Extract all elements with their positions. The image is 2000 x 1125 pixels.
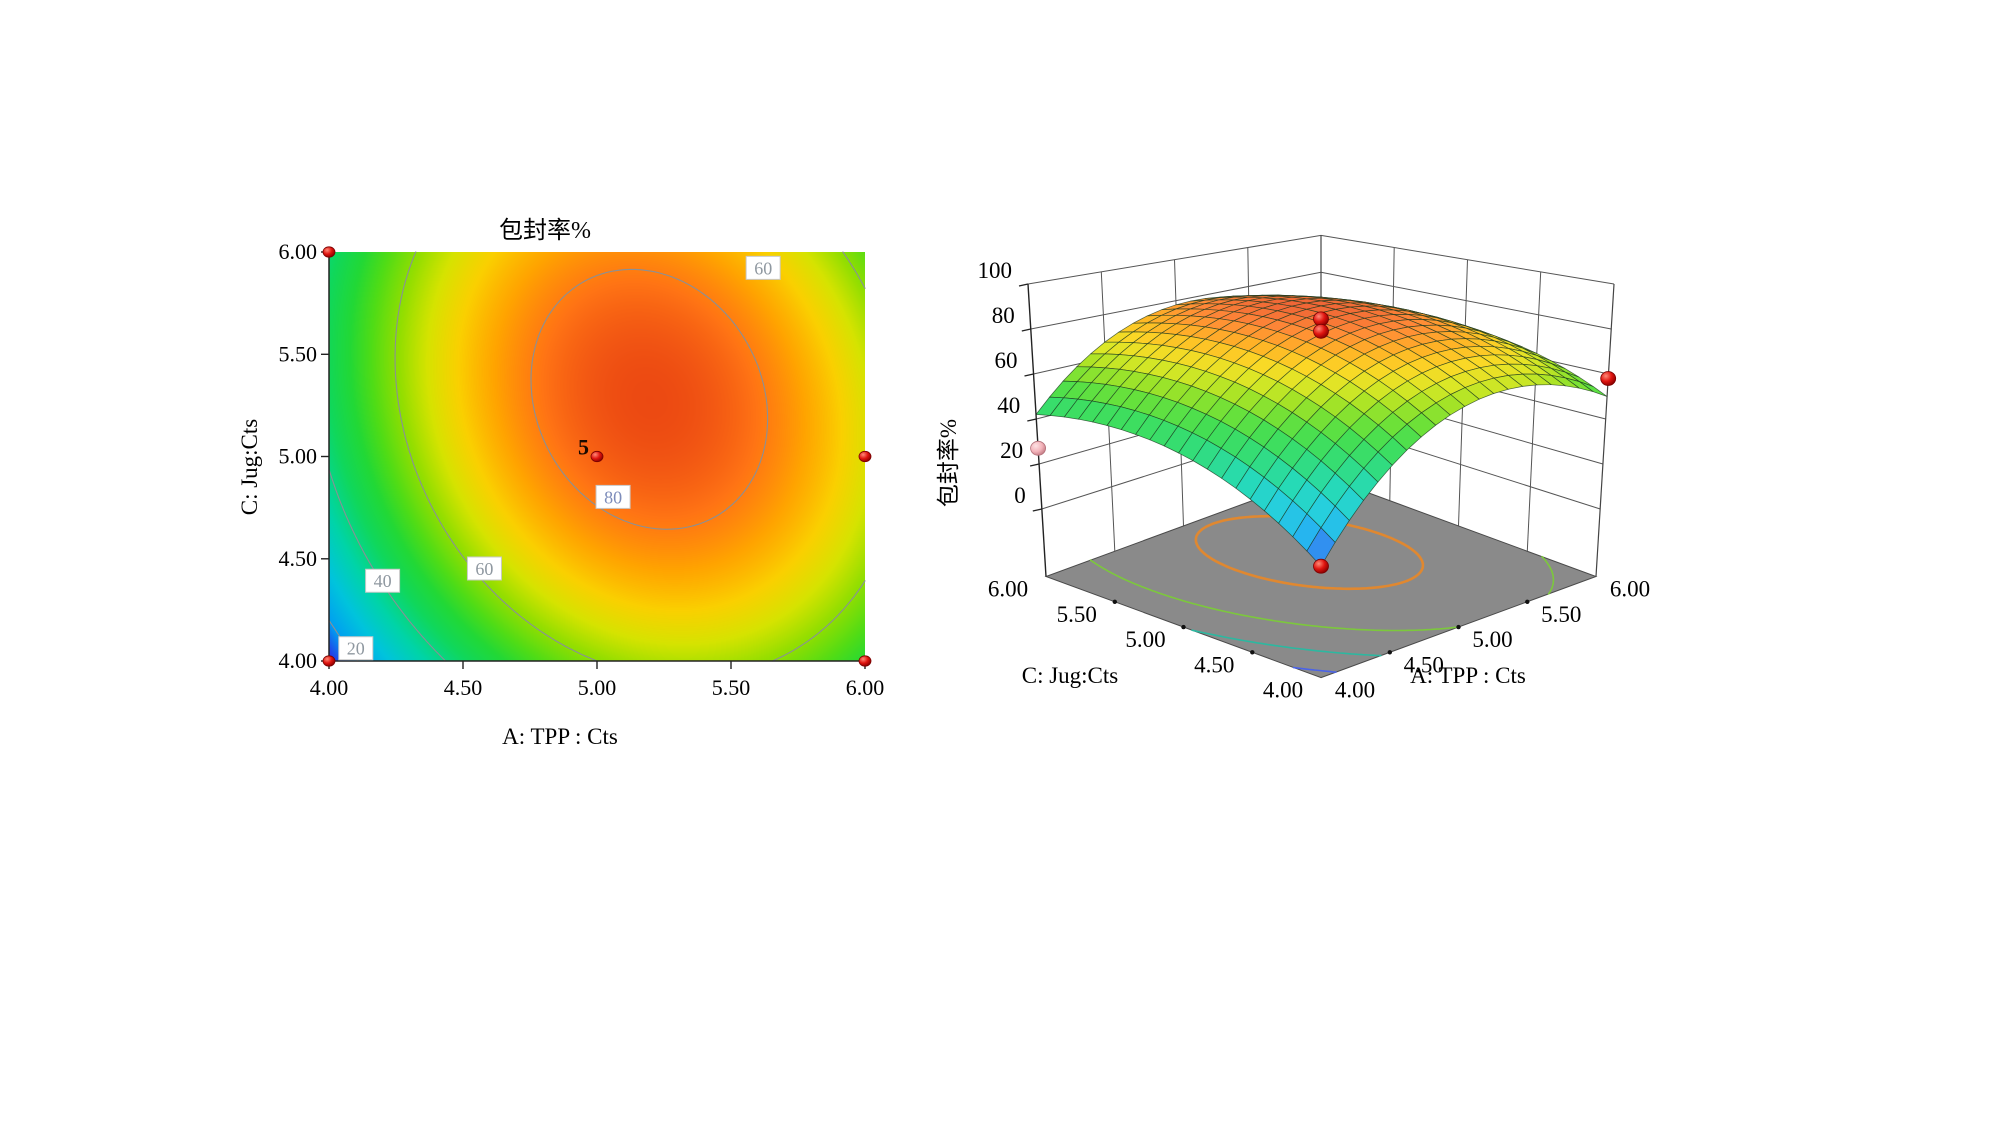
- svg-text:60: 60: [754, 258, 772, 278]
- design-point-2d: [858, 450, 872, 463]
- surface-z-axis-title: 包封率%: [936, 418, 961, 508]
- svg-text:20: 20: [347, 639, 365, 659]
- contour-level-labels: 20 40 60 80 60: [338, 255, 781, 661]
- svg-text:4.50: 4.50: [1194, 652, 1234, 677]
- contour-axes: 4.00 4.50 5.00 5.50 6.00 6.00 5.50 5.00 4.50 4.00: [279, 239, 885, 700]
- svg-text:4.50: 4.50: [279, 546, 318, 571]
- svg-text:60: 60: [995, 348, 1018, 373]
- design-point-3d: [1313, 311, 1329, 327]
- svg-text:6.00: 6.00: [279, 239, 318, 264]
- svg-text:4.00: 4.00: [279, 648, 318, 673]
- svg-text:4.00: 4.00: [1335, 678, 1375, 703]
- svg-text:40: 40: [374, 571, 392, 591]
- design-point-3d: [1313, 323, 1329, 339]
- surface-a-axis-ticks: 4.00 4.50 5.00 5.50 6.00: [1335, 577, 1650, 703]
- svg-text:20: 20: [1000, 438, 1023, 463]
- surface-c-axis-ticks: 6.00 5.50 5.00 4.50 4.00: [988, 577, 1303, 703]
- contour-line-60: [394, 251, 866, 662]
- svg-text:60: 60: [475, 559, 493, 579]
- svg-text:80: 80: [992, 303, 1015, 328]
- svg-text:6.00: 6.00: [846, 675, 885, 700]
- floor-contour-80: [1194, 514, 1425, 591]
- svg-text:5.50: 5.50: [279, 341, 318, 366]
- svg-text:40: 40: [997, 393, 1020, 418]
- design-point-3d: [1600, 371, 1617, 386]
- contour-line-80: [530, 268, 769, 530]
- surface-floor: [1044, 474, 1598, 679]
- surface-c-axis-title: C: Jug:Cts: [1021, 663, 1119, 688]
- svg-text:100: 100: [978, 258, 1013, 283]
- design-point-2d: [858, 655, 872, 667]
- surface-a-axis-title: A: TPP : Cts: [1410, 663, 1526, 688]
- svg-text:80: 80: [604, 487, 622, 507]
- svg-text:5.50: 5.50: [1541, 602, 1581, 627]
- svg-text:6.00: 6.00: [1610, 577, 1650, 602]
- design-point-2d: [322, 246, 336, 258]
- svg-text:5: 5: [578, 435, 589, 460]
- design-point-2d: [322, 655, 336, 667]
- contour-x-axis-title: A: TPP : Cts: [502, 724, 618, 749]
- surface-z-axis: 0 20 40 60 80 100: [978, 258, 1047, 577]
- contour-design-points: 5: [322, 246, 872, 667]
- surface-mesh: [1035, 294, 1608, 567]
- svg-text:5.00: 5.00: [578, 675, 617, 700]
- floor-contour-40: [1191, 629, 1382, 657]
- svg-text:6.00: 6.00: [988, 577, 1028, 602]
- svg-text:4.50: 4.50: [444, 675, 483, 700]
- svg-text:5.50: 5.50: [1057, 602, 1097, 627]
- contour-lines: [328, 251, 866, 662]
- svg-text:4.00: 4.00: [1263, 678, 1303, 703]
- svg-text:5.00: 5.00: [1125, 627, 1165, 652]
- svg-text:0: 0: [1014, 483, 1026, 508]
- design-point-3d: [1313, 558, 1329, 574]
- floor-contour-20: [1292, 666, 1337, 673]
- contour-y-axis-title: C: Jug:Cts: [237, 418, 262, 516]
- design-point-3d: [1030, 440, 1046, 456]
- svg-text:5.00: 5.00: [279, 444, 318, 469]
- contour-plot-title: 包封率%: [499, 218, 591, 244]
- svg-text:4.50: 4.50: [1404, 652, 1444, 677]
- svg-text:5.00: 5.00: [1472, 627, 1512, 652]
- svg-text:4.00: 4.00: [310, 675, 349, 700]
- surface-design-points: [1030, 311, 1617, 574]
- design-point-2d: [590, 450, 604, 463]
- svg-text:5.50: 5.50: [712, 675, 751, 700]
